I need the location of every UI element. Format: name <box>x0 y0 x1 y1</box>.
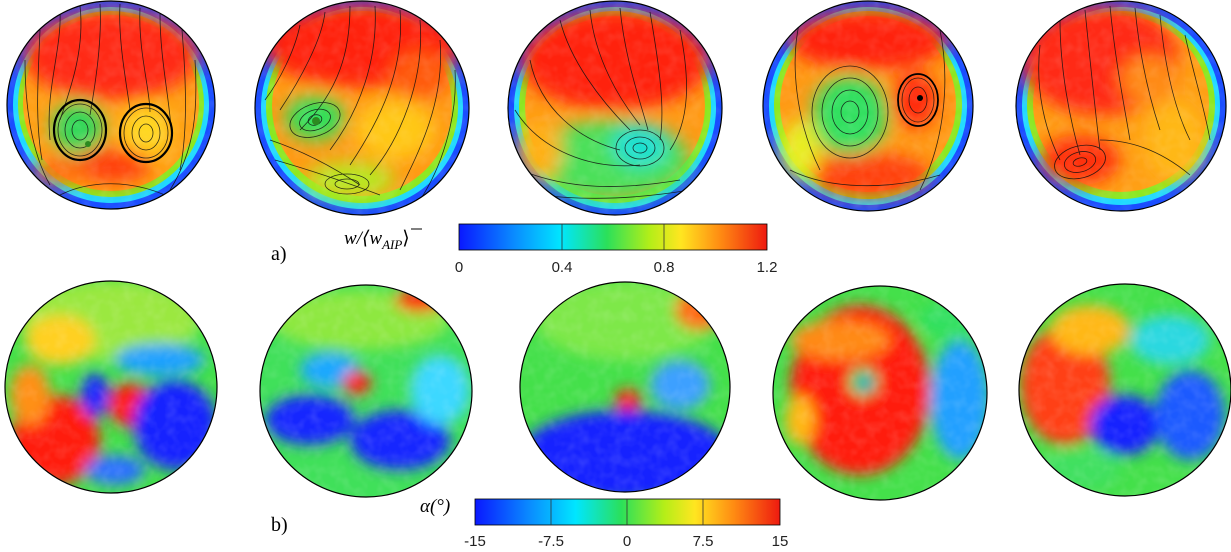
angle-plot-5 <box>1019 284 1231 496</box>
angle-plot-2 <box>260 285 472 497</box>
colorbar-a-title-close: ⟩ <box>402 228 409 249</box>
colorbar-a-tick: 0 <box>455 259 463 276</box>
colorbar-b-title: α(°) <box>420 496 450 517</box>
colorbar-b-gradient <box>474 498 781 526</box>
colorbar-b-tick: 0 <box>623 533 631 550</box>
colorbar-a-gradient <box>458 223 768 251</box>
colorbar-a-tick: 0.8 <box>654 259 675 276</box>
colorbar-b-tick: 15 <box>772 533 789 550</box>
angle-plot-3 <box>520 282 730 492</box>
svg-text:w/⟨wAIP⟩: w/⟨wAIP⟩ <box>344 228 410 252</box>
plot-outline <box>259 284 473 498</box>
colorbar-b-tick: 7.5 <box>693 533 714 550</box>
plot-outline <box>762 0 974 212</box>
colorbar-a-title-main: w/⟨ <box>344 228 370 249</box>
plot-outline <box>772 285 988 501</box>
angle-plot-1 <box>5 281 217 493</box>
plot-outline <box>1018 283 1231 497</box>
plot-outline <box>1015 0 1227 212</box>
panel-label-a: a) <box>271 243 287 265</box>
colorbar-a-tick: 0.4 <box>552 259 573 276</box>
colorbar-a-tick: 1.2 <box>757 259 778 276</box>
velocity-plot-1 <box>7 1 215 209</box>
colorbar-b: b) α(°) -15 -7.5 0 7.5 15 <box>271 496 788 550</box>
colorbar-a-title-sub: AIP <box>381 237 402 252</box>
swirl-angle-row <box>4 280 1231 501</box>
plot-outline <box>519 281 731 493</box>
velocity-plot-3 <box>508 1 722 215</box>
plot-outline <box>6 0 216 210</box>
colorbar-b-tick: -15 <box>464 533 486 550</box>
plot-outline <box>507 0 723 216</box>
plot-outline <box>4 280 218 494</box>
colorbar-b-tick: -7.5 <box>538 533 564 550</box>
velocity-plot-4 <box>763 1 973 211</box>
plot-outline <box>254 0 470 216</box>
angle-plot-4 <box>773 286 987 500</box>
colorbar-a-title: w/⟨wAIP⟩ <box>344 228 422 252</box>
velocity-plot-5 <box>1016 1 1226 211</box>
colorbar-a-title-barvar: w <box>369 228 382 249</box>
panel-label-b: b) <box>271 514 288 536</box>
velocity-row <box>6 0 1227 216</box>
velocity-plot-2 <box>255 1 469 215</box>
colorbar-a: a) w/⟨wAIP⟩ 0 0.4 0.8 1.2 <box>271 223 778 276</box>
